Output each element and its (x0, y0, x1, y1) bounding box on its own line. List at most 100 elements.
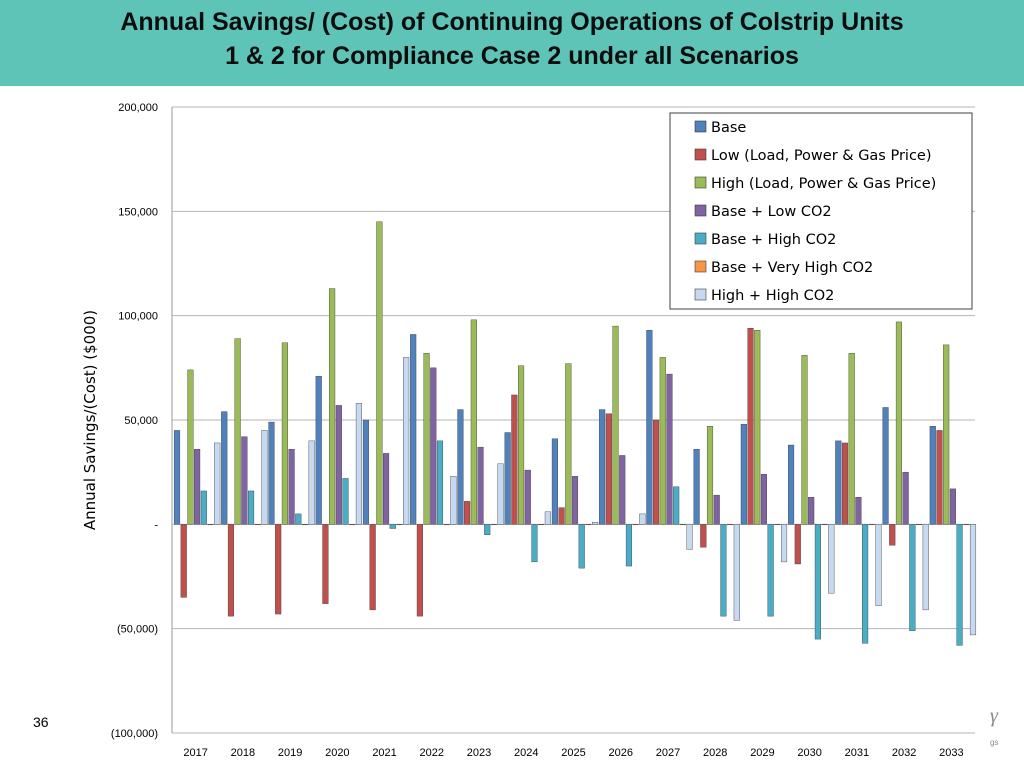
bar-high-load-power-gas-price-2033 (943, 344, 950, 525)
bar-base-2018 (221, 411, 228, 525)
bar-high-load-power-gas-price-2023 (470, 319, 477, 525)
bar-high-load-power-gas-price-2018 (234, 338, 241, 525)
bar-base-high-co2-2017 (200, 490, 207, 525)
y-axis-label: Annual Savings/(Cost) ($000) (81, 310, 99, 530)
bar-base-low-co2-2024 (524, 469, 531, 525)
bar-base-low-co2-2017 (194, 449, 201, 525)
bar-high-high-co2-2033 (969, 524, 977, 636)
page-number: 36 (33, 714, 49, 730)
bar-high-high-co2-2021 (403, 357, 410, 525)
bar-base-high-co2-2019 (295, 513, 302, 525)
bar-high-load-power-gas-price-2021 (376, 221, 383, 525)
bar-base-low-co2-2032 (902, 471, 909, 525)
x-tick-label: 2018 (231, 747, 255, 759)
bar-high-load-power-gas-price-2022 (423, 353, 430, 525)
legend-label: High (Load, Power & Gas Price) (711, 176, 936, 192)
bar-chart: 200,000 150,000 100,000 50,000 - (50,000) (100… (81, 102, 977, 759)
bar-base-very-high-co2-2031 (868, 524, 875, 526)
y-tick-label: (50,000) (117, 624, 158, 636)
x-tick-label: 2032 (892, 747, 916, 759)
bar-high-high-co2-2025 (592, 522, 599, 525)
bar-base-2029 (740, 423, 747, 525)
legend-swatch (694, 120, 707, 133)
bar-base-2027 (646, 330, 653, 525)
bar-high-high-co2-2020 (355, 403, 362, 525)
x-tick-label: 2028 (703, 747, 727, 759)
bar-base-very-high-co2-2023 (490, 524, 497, 526)
bar-low-load-power-gas-price-2025 (558, 507, 565, 525)
x-tick-label: 2020 (325, 747, 349, 759)
bar-base-high-co2-2031 (862, 524, 869, 644)
x-tick-label: 2026 (608, 747, 632, 759)
bar-base-high-co2-2032 (909, 524, 916, 631)
bar-base-low-co2-2028 (713, 494, 720, 525)
legend-label: Low (Load, Power & Gas Price) (711, 148, 932, 164)
bar-base-low-co2-2029 (760, 474, 767, 525)
bar-base-low-co2-2020 (335, 405, 342, 525)
bar-low-load-power-gas-price-2019 (275, 524, 282, 615)
x-tick-label: 2027 (656, 747, 680, 759)
bar-base-2026 (599, 409, 606, 525)
bar-high-high-co2-2028 (733, 524, 740, 621)
legend-swatch (694, 176, 707, 189)
legend-swatch (694, 148, 707, 161)
y-tick-label: 200,000 (118, 102, 158, 114)
x-tick-label: 2025 (561, 747, 585, 759)
bar-base-high-co2-2023 (484, 524, 491, 535)
bar-base-low-co2-2030 (808, 497, 815, 525)
bar-base-very-high-co2-2027 (679, 524, 686, 526)
bar-base-2033 (929, 426, 936, 525)
bar-high-load-power-gas-price-2026 (612, 325, 619, 525)
slide-title-line1: Annual Savings/ (Cost) of Continuing Ope… (120, 8, 904, 36)
bar-high-high-co2-2024 (544, 511, 551, 525)
bar-base-low-co2-2027 (666, 373, 673, 525)
bar-high-load-power-gas-price-2027 (659, 357, 666, 525)
bar-high-high-co2-2017 (214, 442, 221, 525)
bar-base-low-co2-2021 (383, 453, 390, 525)
bar-low-load-power-gas-price-2017 (180, 524, 187, 598)
x-tick-label: 2017 (183, 747, 207, 759)
bar-base-low-co2-2018 (241, 436, 248, 525)
bar-low-load-power-gas-price-2022 (416, 524, 423, 617)
legend-label: Base + High CO2 (711, 232, 836, 248)
bar-base-2021 (362, 419, 370, 525)
bar-high-load-power-gas-price-2019 (281, 342, 288, 525)
legend-label: Base + Very High CO2 (711, 260, 873, 276)
bar-base-high-co2-2020 (342, 478, 349, 525)
bar-high-high-co2-2019 (308, 440, 315, 525)
bar-base-2022 (410, 334, 417, 525)
bar-low-load-power-gas-price-2018 (227, 524, 235, 617)
bar-base-very-high-co2-2026 (632, 524, 639, 526)
bar-base-low-co2-2033 (949, 488, 956, 525)
bar-base-very-high-co2-2019 (301, 524, 309, 526)
bar-low-load-power-gas-price-2026 (605, 413, 612, 525)
bar-base-2025 (551, 438, 558, 525)
bar-base-2023 (457, 409, 464, 525)
bar-low-load-power-gas-price-2021 (369, 524, 376, 611)
legend-label: Base + Low CO2 (711, 204, 832, 220)
x-tick-labels: 2017 2018 2019 2020 2021 2022 2023 2024 2025 2026… (183, 747, 963, 759)
bar-base-2030 (788, 444, 795, 525)
y-tick-label: 100,000 (118, 311, 158, 323)
bar-base-2024 (504, 432, 511, 525)
legend-swatch (694, 260, 707, 273)
bar-base-low-co2-2031 (855, 497, 862, 525)
bar-base-very-high-co2-2022 (443, 524, 450, 526)
legend-swatch (694, 232, 707, 245)
bar-high-high-co2-2023 (497, 463, 504, 525)
x-tick-label: 2031 (845, 747, 869, 759)
bar-base-2019 (268, 421, 275, 525)
bar-high-load-power-gas-price-2028 (706, 426, 714, 525)
x-tick-label: 2023 (467, 747, 491, 759)
y-tick-label: 150,000 (118, 206, 158, 218)
legend-label: Base (711, 120, 746, 136)
x-tick-label: 2029 (750, 747, 774, 759)
bar-high-high-co2-2022 (450, 476, 457, 525)
bar-base-very-high-co2-2029 (774, 524, 781, 526)
bar-base-very-high-co2-2032 (916, 524, 923, 526)
bar-base-high-co2-2024 (531, 524, 538, 563)
y-tick-label: - (154, 519, 158, 531)
bar-low-load-power-gas-price-2023 (464, 501, 471, 525)
legend: Base Low (Load, Power & Gas Price) High (L… (669, 112, 973, 310)
bar-base-high-co2-2022 (436, 440, 444, 525)
